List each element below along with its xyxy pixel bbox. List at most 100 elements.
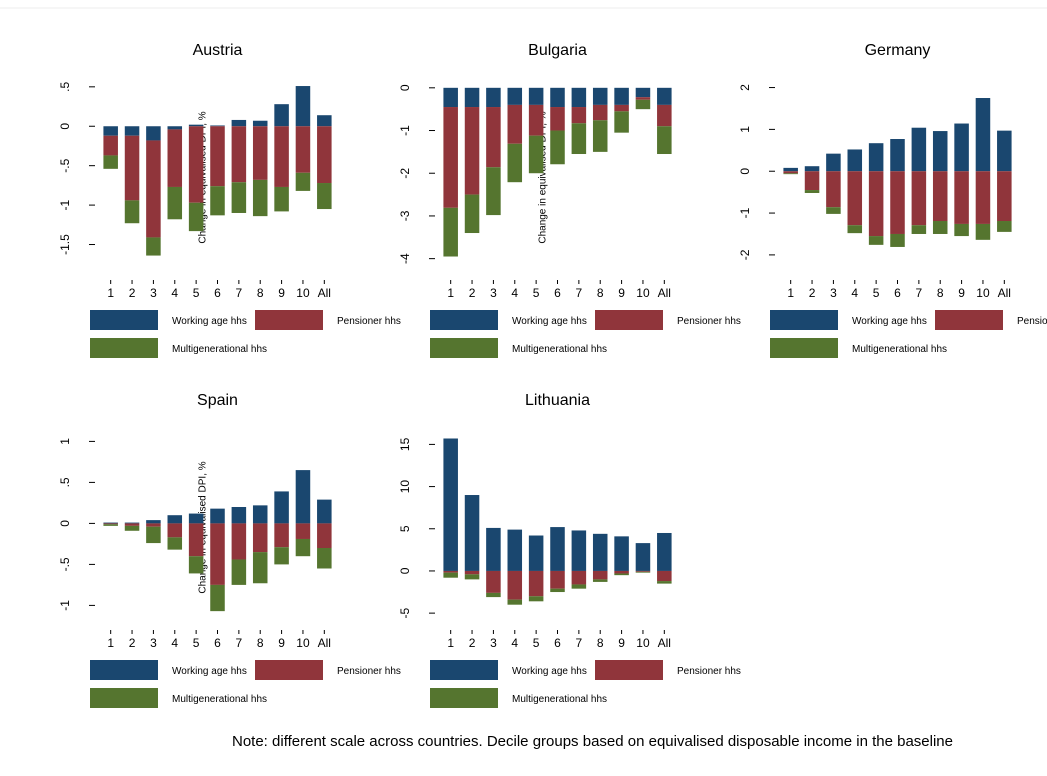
bar-segment	[592, 579, 608, 582]
bar-segment	[146, 237, 161, 256]
legend-swatch	[90, 688, 158, 708]
x-tick-label: 1	[447, 636, 454, 650]
y-tick-label: -5	[398, 607, 412, 618]
bar-segment	[295, 172, 311, 191]
bar-segment	[571, 123, 587, 155]
bar-segment	[614, 111, 629, 133]
x-tick-label: 5	[193, 636, 200, 650]
bar-segment	[614, 87, 629, 105]
bar-segment	[188, 523, 204, 557]
bar-segment	[210, 126, 225, 187]
bar-segment	[146, 520, 161, 524]
y-tick-label: -2	[738, 249, 752, 260]
bar-segment	[783, 171, 798, 174]
bar-segment	[252, 126, 268, 180]
bar-segment	[657, 126, 672, 155]
x-tick-label: 7	[576, 286, 583, 300]
bar-segment	[252, 523, 268, 553]
bar-segment	[997, 171, 1012, 222]
bar-segment	[486, 527, 501, 571]
bar-segment	[317, 183, 332, 210]
bar-segment	[890, 233, 905, 247]
bar-segment	[932, 171, 948, 222]
legend-label: Pensioner hhs	[677, 316, 741, 327]
x-tick-label: 6	[554, 286, 561, 300]
bar-segment	[317, 523, 332, 548]
bar-segment	[167, 129, 183, 187]
bar-segment	[274, 186, 289, 212]
bar-segment	[657, 104, 672, 127]
x-tick-label: 10	[296, 636, 310, 650]
bar-segment	[464, 107, 480, 195]
y-axis-title: Change in equivalised DPI, %	[538, 111, 549, 243]
x-tick-label: 9	[618, 636, 625, 650]
bar-segment	[252, 552, 268, 584]
x-tick-label: 6	[214, 286, 221, 300]
bar-segment	[783, 167, 798, 172]
y-tick-label: -1	[58, 600, 72, 611]
y-tick-label: 10	[398, 480, 412, 494]
y-tick-label: 0	[58, 123, 72, 130]
bar-segment	[657, 532, 672, 571]
bar-segment	[890, 171, 905, 234]
legend-swatch	[595, 660, 663, 680]
bar-segment	[124, 135, 140, 201]
bar-segment	[103, 523, 118, 525]
y-tick-label: 1	[58, 438, 72, 445]
y-tick-label: .5	[58, 82, 72, 92]
bar-segment	[783, 173, 798, 175]
bar-segment	[252, 179, 268, 217]
bar-segment	[550, 588, 565, 593]
x-tick-label: 5	[533, 286, 540, 300]
x-tick-label: 5	[873, 286, 880, 300]
bar-segment	[528, 535, 544, 571]
bar-segment	[635, 97, 651, 100]
bar-segment	[210, 125, 225, 127]
bar-segment	[146, 140, 161, 238]
bar-segment	[486, 87, 501, 108]
bar-segment	[890, 139, 905, 172]
y-tick-label: .5	[58, 477, 72, 487]
bar-segment	[231, 182, 247, 213]
x-tick-label: All	[658, 636, 671, 650]
bar-segment	[592, 120, 608, 152]
x-tick-label: 3	[830, 286, 837, 300]
bar-segment	[804, 190, 820, 193]
bar-segment	[550, 130, 565, 165]
x-tick-label: 3	[150, 286, 157, 300]
legend-label: Working age hhs	[172, 666, 247, 677]
bar-segment	[295, 538, 311, 557]
legend-label: Pensioner hhs	[1017, 316, 1047, 327]
bar-segment	[210, 523, 225, 585]
x-tick-label: 2	[809, 286, 816, 300]
bar-segment	[954, 223, 969, 237]
x-tick-label: 4	[851, 286, 858, 300]
bar-segment	[124, 126, 140, 136]
bar-segment	[231, 119, 247, 127]
legend-label: Pensioner hhs	[337, 316, 401, 327]
bar-segment	[528, 570, 544, 597]
legend-swatch	[770, 338, 838, 358]
bar-segment	[804, 166, 820, 172]
bar-segment	[507, 529, 523, 571]
bar-segment	[295, 523, 311, 539]
legend-label: Pensioner hhs	[337, 666, 401, 677]
bar-segment	[657, 87, 672, 105]
bar-segment	[847, 225, 863, 234]
x-tick-label: 7	[576, 636, 583, 650]
bar-segment	[464, 574, 480, 580]
x-tick-label: 2	[129, 636, 136, 650]
bar-segment	[528, 104, 544, 136]
bar-segment	[464, 495, 480, 571]
panel-title: Austria	[193, 42, 243, 59]
bar-segment	[571, 570, 587, 585]
legend-label: Multigenerational hhs	[512, 344, 607, 355]
bar-segment	[167, 126, 183, 130]
x-tick-label: 4	[511, 286, 518, 300]
bar-segment	[550, 107, 565, 131]
x-tick-label: 2	[129, 286, 136, 300]
y-tick-label: -.5	[58, 557, 72, 571]
bar-segment	[507, 143, 523, 183]
bar-segment	[592, 533, 608, 571]
x-tick-label: 6	[894, 286, 901, 300]
